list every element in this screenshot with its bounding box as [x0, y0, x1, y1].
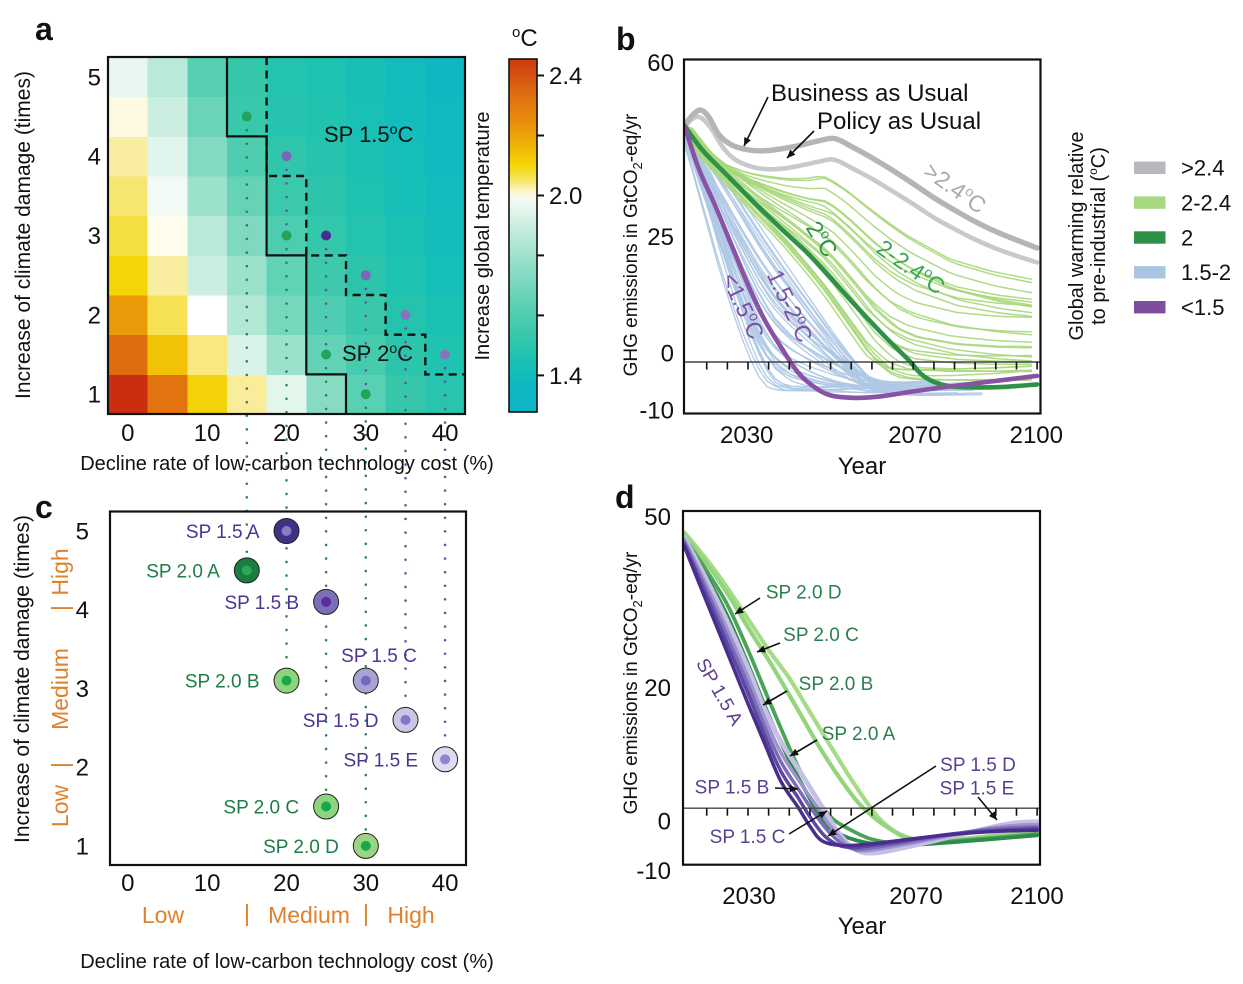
svg-text:4: 4 — [88, 144, 101, 171]
svg-text:SP 2.0 D: SP 2.0 D — [766, 583, 842, 604]
svg-text:Increase of climate damage (ti: Increase of climate damage (times) — [11, 515, 34, 843]
svg-text:|: | — [47, 762, 73, 768]
svg-text:Global warming relative: Global warming relative — [1066, 132, 1088, 341]
svg-text:Decline rate of low-carbon tec: Decline rate of low-carbon technology co… — [80, 951, 494, 973]
svg-text:Year: Year — [838, 913, 887, 940]
svg-text:<1.5: <1.5 — [1181, 295, 1224, 320]
svg-text:40: 40 — [432, 420, 459, 447]
svg-text:SP 1.5 B: SP 1.5 B — [224, 593, 299, 614]
svg-text:2030: 2030 — [722, 883, 775, 910]
svg-text:0: 0 — [661, 341, 674, 368]
svg-text:2100: 2100 — [1010, 883, 1063, 910]
svg-text:30: 30 — [352, 420, 379, 447]
svg-text:0: 0 — [121, 870, 134, 897]
svg-text:SP 2.0 B: SP 2.0 B — [185, 672, 260, 693]
svg-text:Increase global temperature: Increase global temperature — [472, 111, 494, 360]
svg-text:40: 40 — [432, 870, 459, 897]
svg-text:20: 20 — [644, 675, 671, 702]
svg-text:2.4: 2.4 — [549, 63, 582, 90]
svg-text:1.5-2: 1.5-2 — [1181, 260, 1231, 285]
svg-text:1: 1 — [76, 833, 89, 860]
svg-text:25: 25 — [647, 224, 674, 251]
svg-text:SP 1.5 A: SP 1.5 A — [186, 522, 260, 543]
svg-text:High: High — [47, 548, 73, 595]
svg-text:2.0: 2.0 — [549, 183, 582, 210]
svg-text:SP 2.0 C: SP 2.0 C — [223, 798, 299, 819]
svg-text:|: | — [244, 900, 250, 926]
svg-text:10: 10 — [194, 870, 221, 897]
svg-text:|: | — [363, 900, 369, 926]
svg-text:Medium: Medium — [47, 648, 73, 730]
svg-text:-10: -10 — [636, 858, 671, 885]
svg-text:Low: Low — [47, 785, 73, 828]
svg-text:Year: Year — [838, 453, 887, 480]
svg-text:SP 1.5 D: SP 1.5 D — [303, 711, 379, 732]
svg-text:2: 2 — [76, 755, 89, 782]
svg-text:50: 50 — [644, 504, 671, 531]
svg-text:Low: Low — [142, 902, 185, 928]
svg-text:1: 1 — [88, 382, 101, 409]
svg-text:0: 0 — [121, 420, 134, 447]
svg-text:2070: 2070 — [889, 883, 942, 910]
svg-text:60: 60 — [647, 50, 674, 77]
svg-text:SP 1.5 E: SP 1.5 E — [940, 779, 1015, 800]
svg-text:2100: 2100 — [1010, 422, 1063, 449]
svg-text:GHG emissions in GtCO2-eq/yr: GHG emissions in GtCO2-eq/yr — [621, 113, 645, 376]
svg-text:SP 2.0 C: SP 2.0 C — [783, 625, 859, 646]
svg-text:Business as Usual: Business as Usual — [771, 80, 968, 107]
svg-text:10: 10 — [194, 420, 221, 447]
svg-text:3: 3 — [88, 223, 101, 250]
svg-text:Decline rate of low-carbon tec: Decline rate of low-carbon technology co… — [80, 453, 494, 475]
svg-text:Medium: Medium — [268, 902, 350, 928]
svg-text:Increase of climate damage (ti: Increase of climate damage (times) — [12, 71, 35, 399]
svg-text:SP 2.0 B: SP 2.0 B — [799, 674, 874, 695]
svg-text:SP 2.0 A: SP 2.0 A — [822, 724, 896, 745]
svg-text:SP 1.5oC: SP 1.5oC — [324, 121, 413, 147]
svg-text:2070: 2070 — [888, 422, 941, 449]
svg-text:4: 4 — [76, 597, 89, 624]
svg-text:Policy as Usual: Policy as Usual — [817, 108, 981, 135]
svg-text:d: d — [615, 479, 635, 515]
svg-text:SP 2.0 A: SP 2.0 A — [146, 561, 220, 582]
svg-text:1.4: 1.4 — [549, 363, 582, 390]
svg-text:b: b — [616, 21, 636, 57]
svg-text:2: 2 — [1181, 225, 1193, 250]
svg-text:High: High — [387, 902, 434, 928]
svg-text:|: | — [47, 605, 73, 611]
svg-text:5: 5 — [88, 64, 101, 91]
svg-text:c: c — [35, 489, 53, 525]
svg-text:SP 1.5 D: SP 1.5 D — [940, 755, 1016, 776]
svg-text:oC: oC — [512, 24, 538, 52]
svg-text:2030: 2030 — [720, 422, 773, 449]
svg-text:SP 2.0 D: SP 2.0 D — [263, 837, 339, 858]
svg-text:GHG emissions in GtCO2-eq/yr: GHG emissions in GtCO2-eq/yr — [621, 551, 645, 814]
svg-text:3: 3 — [76, 676, 89, 703]
svg-text:20: 20 — [273, 870, 300, 897]
svg-text:2: 2 — [88, 302, 101, 329]
svg-text:SP 1.5 E: SP 1.5 E — [343, 750, 418, 771]
svg-text:30: 30 — [352, 870, 379, 897]
svg-text:-10: -10 — [639, 398, 674, 425]
svg-text:>2.4: >2.4 — [1181, 156, 1224, 181]
svg-text:SP 2oC: SP 2oC — [342, 340, 413, 366]
svg-text:SP 1.5 B: SP 1.5 B — [695, 778, 770, 799]
svg-text:SP 1.5 C: SP 1.5 C — [710, 827, 786, 848]
svg-text:SP 1.5 C: SP 1.5 C — [341, 646, 417, 667]
svg-text:5: 5 — [76, 519, 89, 546]
svg-text:a: a — [35, 11, 53, 47]
svg-text:to pre-industrial (oC): to pre-industrial (oC) — [1086, 147, 1110, 325]
svg-text:0: 0 — [658, 809, 671, 836]
svg-text:20: 20 — [273, 420, 300, 447]
svg-text:2-2.4: 2-2.4 — [1181, 190, 1231, 215]
